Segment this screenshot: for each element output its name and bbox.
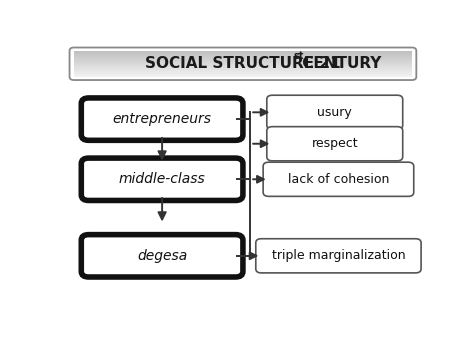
Text: degesa: degesa [137, 249, 187, 263]
Text: middle-class: middle-class [118, 172, 206, 186]
FancyBboxPatch shape [263, 162, 414, 196]
FancyBboxPatch shape [267, 95, 403, 129]
FancyBboxPatch shape [82, 235, 243, 277]
Text: CENTURY: CENTURY [297, 56, 382, 71]
Text: triple marginalization: triple marginalization [272, 249, 405, 262]
FancyBboxPatch shape [267, 127, 403, 161]
FancyBboxPatch shape [256, 239, 421, 273]
FancyBboxPatch shape [82, 98, 243, 140]
Text: usury: usury [318, 106, 352, 119]
Text: SOCIAL STRUCTURE 21: SOCIAL STRUCTURE 21 [145, 56, 341, 71]
Text: entrepreneurs: entrepreneurs [113, 112, 211, 126]
Text: respect: respect [311, 137, 358, 150]
Text: st: st [293, 51, 304, 61]
FancyBboxPatch shape [82, 158, 243, 201]
Text: lack of cohesion: lack of cohesion [288, 173, 389, 186]
